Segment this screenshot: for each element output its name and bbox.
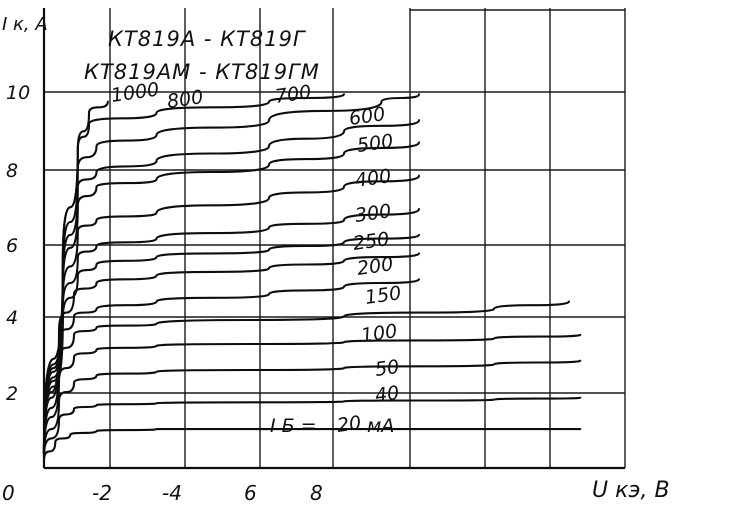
tick-labels: 2 4 6 8 10 0 -2 -4 6 8 bbox=[2, 82, 323, 505]
series-label: 40 bbox=[374, 382, 401, 407]
series-curve bbox=[42, 233, 421, 455]
series-curve bbox=[42, 278, 421, 455]
y-axis-title: I к, А bbox=[2, 14, 48, 35]
series-curve bbox=[42, 396, 582, 458]
x-axis-title: U кэ, В bbox=[592, 478, 670, 503]
series-curves bbox=[42, 93, 582, 462]
series-label: 500 bbox=[356, 130, 395, 157]
series-label: 50 bbox=[374, 356, 401, 381]
base-current-legend: I Б = мА bbox=[270, 415, 394, 437]
y-tick-label: 2 bbox=[6, 383, 18, 405]
y-tick-label: 10 bbox=[6, 82, 30, 104]
series-curve bbox=[42, 300, 571, 457]
series-label: 800 bbox=[166, 86, 205, 113]
series-curve bbox=[42, 207, 421, 455]
series-label: 400 bbox=[354, 165, 393, 192]
x-tick-label: -4 bbox=[162, 481, 182, 505]
x-axis-label: U кэ, В bbox=[592, 478, 670, 503]
series-label: 100 bbox=[360, 320, 399, 347]
series-curve bbox=[42, 333, 582, 457]
series-label: 300 bbox=[354, 200, 393, 227]
series-label: 20 bbox=[336, 412, 363, 437]
series-curve bbox=[42, 359, 582, 458]
y-tick-label: 6 bbox=[6, 235, 18, 257]
series-label: 700 bbox=[274, 81, 313, 108]
series-label: 200 bbox=[356, 253, 395, 280]
base-current-prefix: I Б = bbox=[270, 415, 317, 437]
series-curve bbox=[42, 252, 421, 455]
series-label: 250 bbox=[352, 228, 391, 255]
series-curve bbox=[42, 93, 346, 455]
y-tick-label: 4 bbox=[6, 307, 18, 329]
series-label: 150 bbox=[364, 282, 403, 309]
chart-title: КТ819А - КТ819Г bbox=[108, 27, 307, 51]
x-tick-label: 6 bbox=[244, 481, 257, 505]
x-tick-label: -2 bbox=[92, 481, 112, 505]
series-label: 600 bbox=[348, 103, 387, 130]
series-curve bbox=[42, 428, 582, 462]
y-axis-label: I к, А bbox=[2, 14, 48, 35]
base-current-unit: мА bbox=[367, 415, 394, 437]
x-tick-label: 0 bbox=[2, 481, 15, 505]
y-tick-label: 8 bbox=[6, 160, 18, 182]
axes bbox=[42, 8, 625, 470]
chart-subtitle: КТ819АМ - КТ819ГМ bbox=[84, 60, 320, 84]
x-tick-label: 8 bbox=[310, 481, 323, 505]
